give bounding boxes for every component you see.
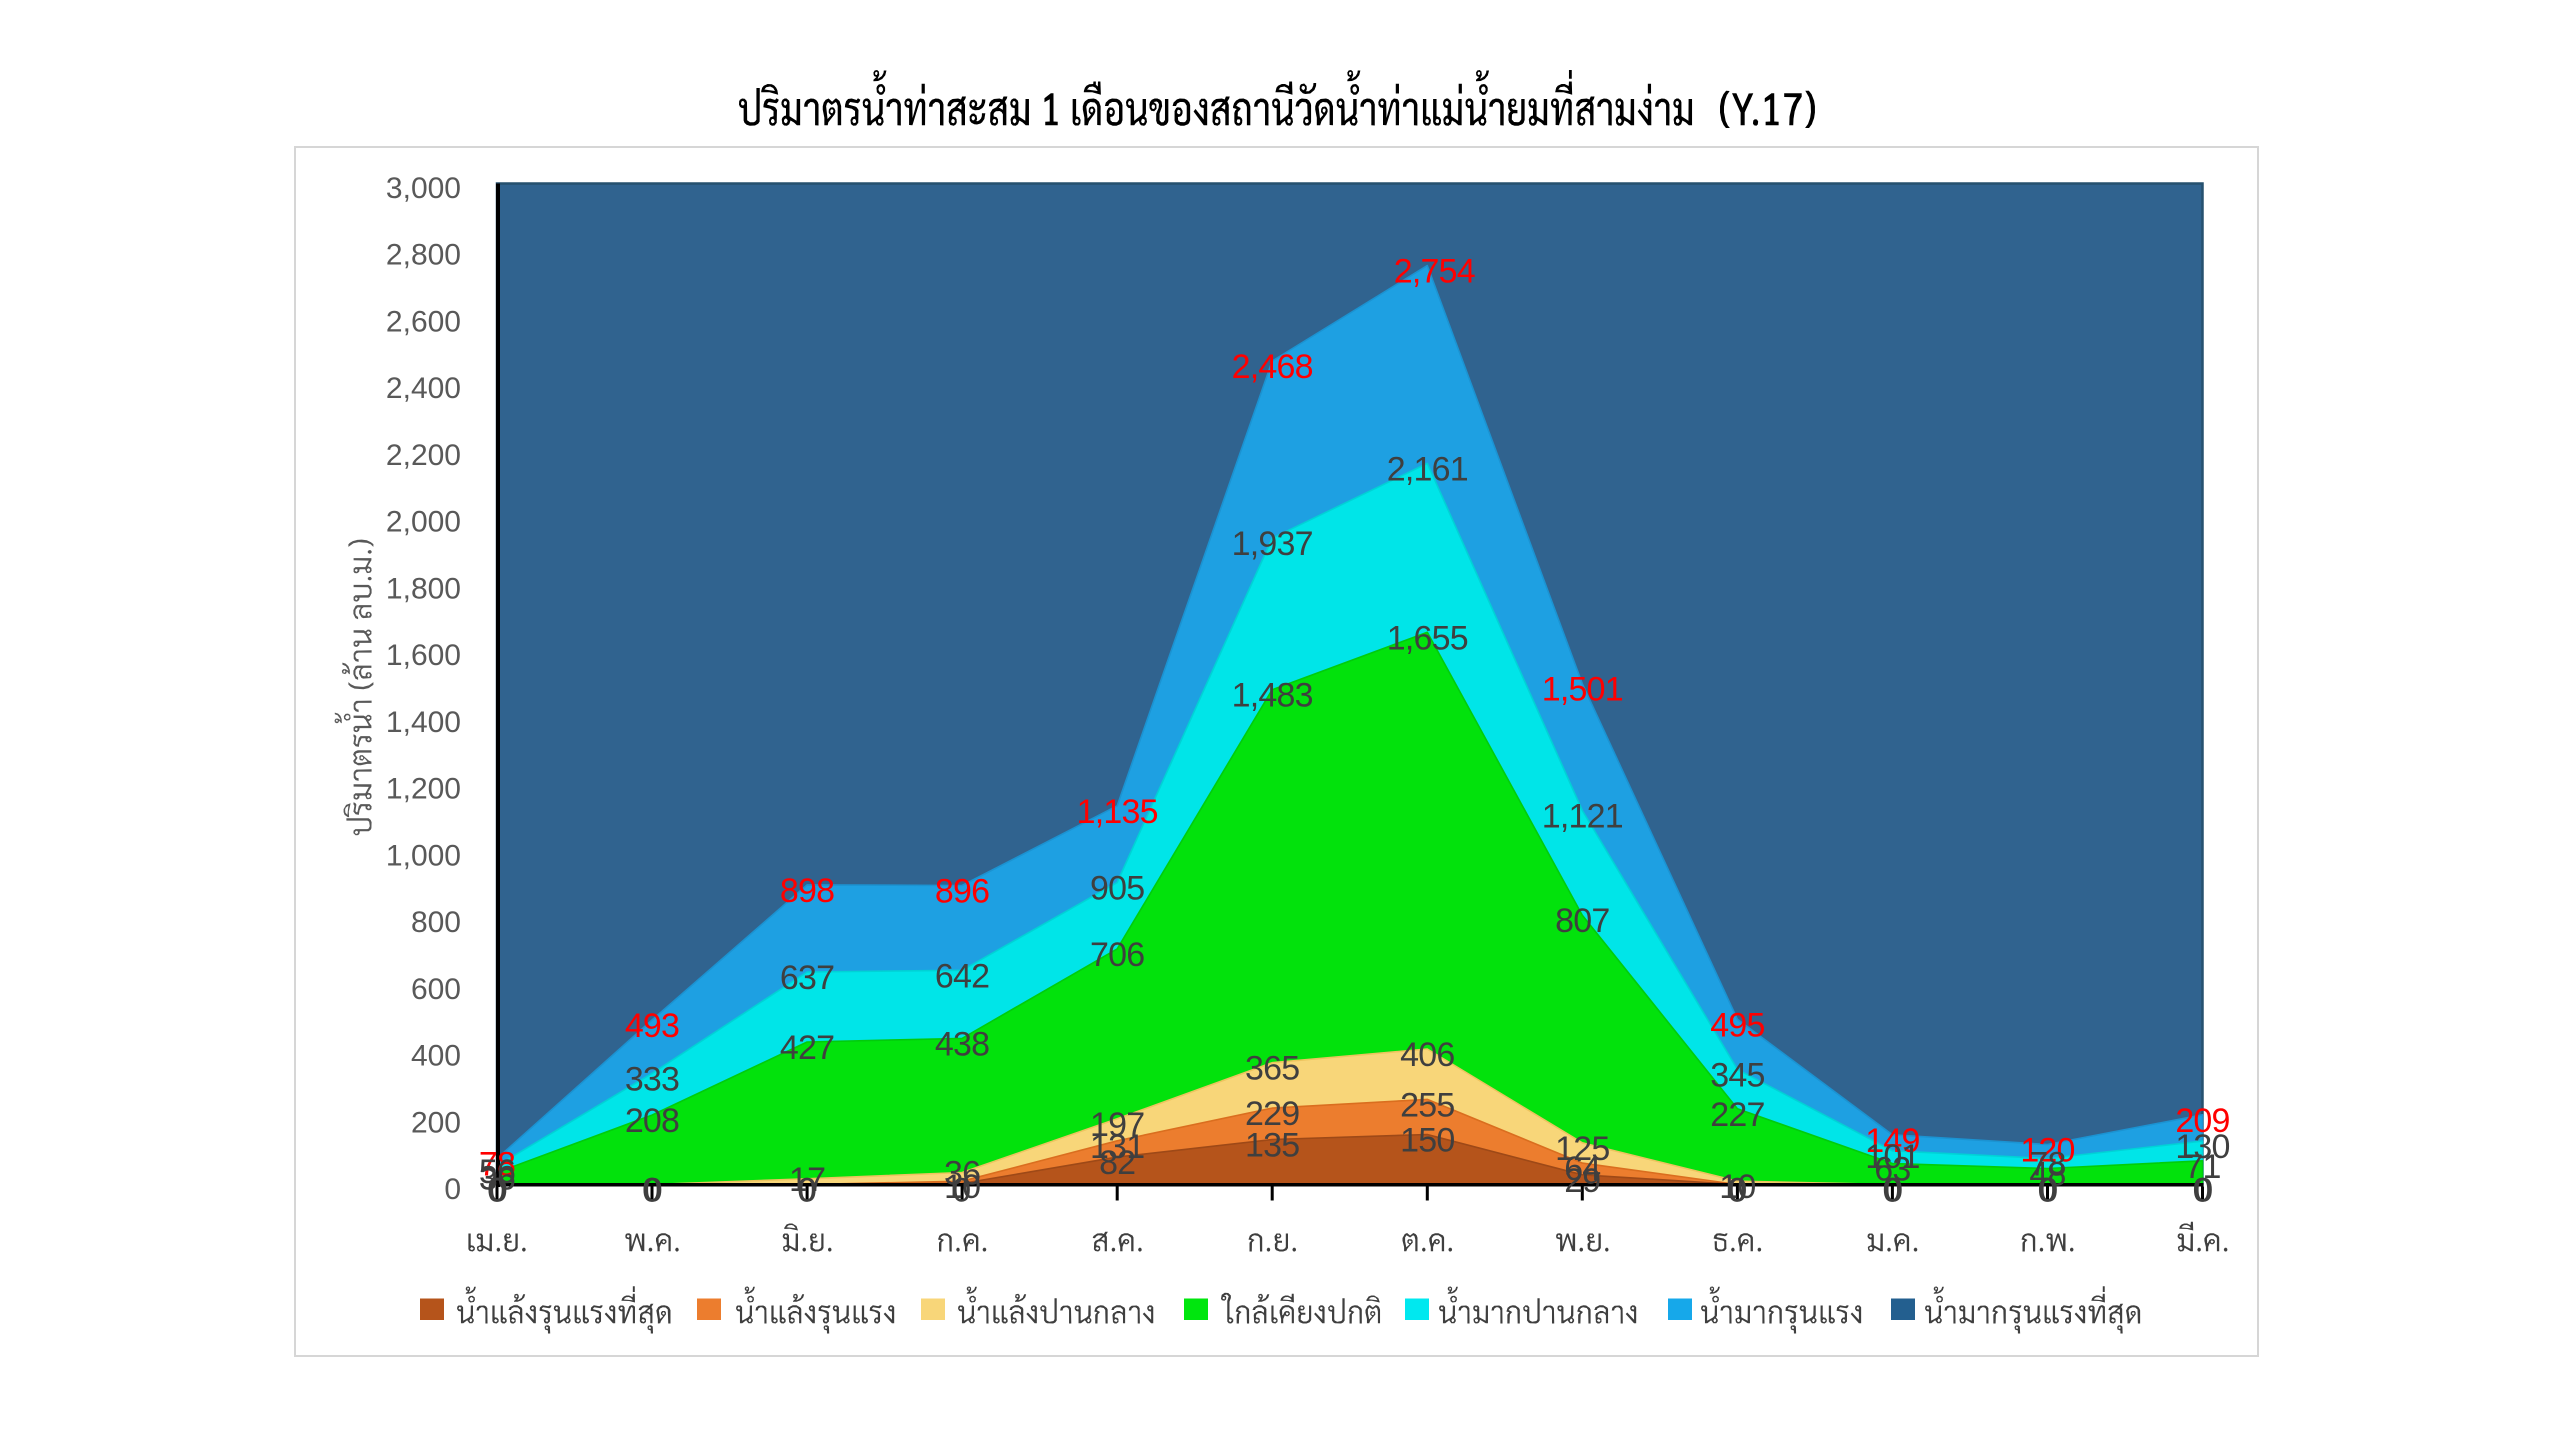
svg-text:642: 642 — [935, 957, 989, 995]
svg-text:1,655: 1,655 — [1387, 619, 1468, 657]
svg-text:1,200: 1,200 — [386, 773, 461, 806]
svg-text:427: 427 — [780, 1029, 834, 1067]
svg-text:0: 0 — [2194, 1172, 2212, 1210]
svg-text:1,135: 1,135 — [1077, 793, 1158, 831]
svg-text:0: 0 — [1728, 1172, 1746, 1210]
svg-text:0: 0 — [1883, 1172, 1901, 1210]
svg-text:209: 209 — [2175, 1102, 2229, 1140]
svg-text:898: 898 — [780, 872, 834, 910]
svg-text:600: 600 — [411, 973, 461, 1006]
svg-text:130: 130 — [2175, 1128, 2229, 1166]
svg-text:2,468: 2,468 — [1232, 348, 1313, 386]
svg-text:0: 0 — [1728, 1172, 1746, 1210]
svg-text:197: 197 — [1090, 1106, 1144, 1144]
svg-text:125: 125 — [1555, 1130, 1609, 1168]
svg-text:905: 905 — [1090, 870, 1144, 908]
svg-text:495: 495 — [1710, 1006, 1764, 1044]
svg-text:131: 131 — [1090, 1128, 1144, 1166]
svg-text:17: 17 — [789, 1161, 825, 1199]
svg-text:0: 0 — [2193, 1172, 2211, 1210]
svg-text:71: 71 — [2184, 1148, 2220, 1186]
svg-text:0: 0 — [644, 1172, 662, 1210]
svg-text:0: 0 — [952, 1172, 970, 1210]
svg-text:200: 200 — [411, 1106, 461, 1139]
svg-text:1,000: 1,000 — [386, 839, 461, 872]
svg-text:2,800: 2,800 — [386, 239, 461, 272]
svg-text:36: 36 — [479, 1160, 515, 1198]
svg-text:0: 0 — [2193, 1172, 2211, 1210]
svg-text:0: 0 — [1884, 1172, 1902, 1210]
svg-text:2,600: 2,600 — [386, 306, 461, 339]
svg-text:896: 896 — [935, 873, 989, 911]
svg-text:0: 0 — [488, 1172, 506, 1210]
svg-text:1,800: 1,800 — [386, 572, 461, 605]
svg-text:36: 36 — [944, 1155, 980, 1193]
svg-text:149: 149 — [1865, 1122, 1919, 1160]
svg-text:2,161: 2,161 — [1387, 450, 1468, 488]
svg-text:800: 800 — [411, 906, 461, 939]
svg-text:406: 406 — [1400, 1036, 1454, 1074]
svg-text:0: 0 — [1883, 1172, 1901, 1210]
svg-text:1,600: 1,600 — [386, 639, 461, 672]
svg-text:0: 0 — [798, 1172, 816, 1210]
svg-text:0: 0 — [2038, 1172, 2056, 1210]
svg-text:1,483: 1,483 — [1232, 677, 1313, 715]
svg-text:345: 345 — [1710, 1056, 1764, 1094]
svg-text:208: 208 — [625, 1102, 679, 1140]
svg-text:63: 63 — [1874, 1151, 1910, 1189]
svg-text:637: 637 — [780, 959, 834, 997]
svg-text:78: 78 — [2029, 1146, 2065, 1184]
svg-text:120: 120 — [2020, 1132, 2074, 1170]
svg-text:1,121: 1,121 — [1542, 798, 1623, 836]
svg-text:229: 229 — [1245, 1095, 1299, 1133]
svg-text:135: 135 — [1245, 1127, 1299, 1165]
svg-text:64: 64 — [1564, 1150, 1600, 1188]
svg-text:807: 807 — [1555, 902, 1609, 940]
svg-text:2,000: 2,000 — [386, 506, 461, 539]
svg-text:10: 10 — [1719, 1168, 1755, 1206]
svg-text:333: 333 — [625, 1060, 679, 1098]
svg-text:48: 48 — [2029, 1156, 2065, 1194]
svg-text:1,501: 1,501 — [1542, 671, 1623, 709]
svg-text:0: 0 — [643, 1172, 661, 1210]
svg-text:0: 0 — [797, 1172, 815, 1210]
svg-text:0: 0 — [489, 1172, 507, 1210]
svg-text:227: 227 — [1710, 1096, 1764, 1134]
svg-text:2,200: 2,200 — [386, 439, 461, 472]
svg-text:255: 255 — [1400, 1086, 1454, 1124]
svg-text:2,400: 2,400 — [386, 372, 461, 405]
svg-text:101: 101 — [1865, 1138, 1919, 1176]
svg-text:706: 706 — [1090, 936, 1144, 974]
svg-text:0: 0 — [2038, 1172, 2056, 1210]
svg-text:0: 0 — [642, 1172, 660, 1210]
svg-text:400: 400 — [411, 1040, 461, 1073]
svg-text:493: 493 — [625, 1007, 679, 1045]
svg-text:1,937: 1,937 — [1232, 525, 1313, 563]
svg-text:365: 365 — [1245, 1050, 1299, 1088]
svg-text:56: 56 — [479, 1153, 515, 1191]
svg-text:3,000: 3,000 — [386, 172, 461, 205]
svg-text:10: 10 — [944, 1168, 980, 1206]
svg-text:0: 0 — [2039, 1172, 2057, 1210]
svg-text:78: 78 — [479, 1146, 515, 1184]
svg-text:0: 0 — [487, 1172, 505, 1210]
svg-text:29: 29 — [1564, 1162, 1600, 1200]
svg-text:150: 150 — [1400, 1122, 1454, 1160]
svg-text:1,400: 1,400 — [386, 706, 461, 739]
svg-text:438: 438 — [935, 1025, 989, 1063]
svg-text:2,754: 2,754 — [1394, 253, 1475, 291]
svg-text:0: 0 — [444, 1173, 461, 1206]
svg-text:82: 82 — [1099, 1144, 1135, 1182]
